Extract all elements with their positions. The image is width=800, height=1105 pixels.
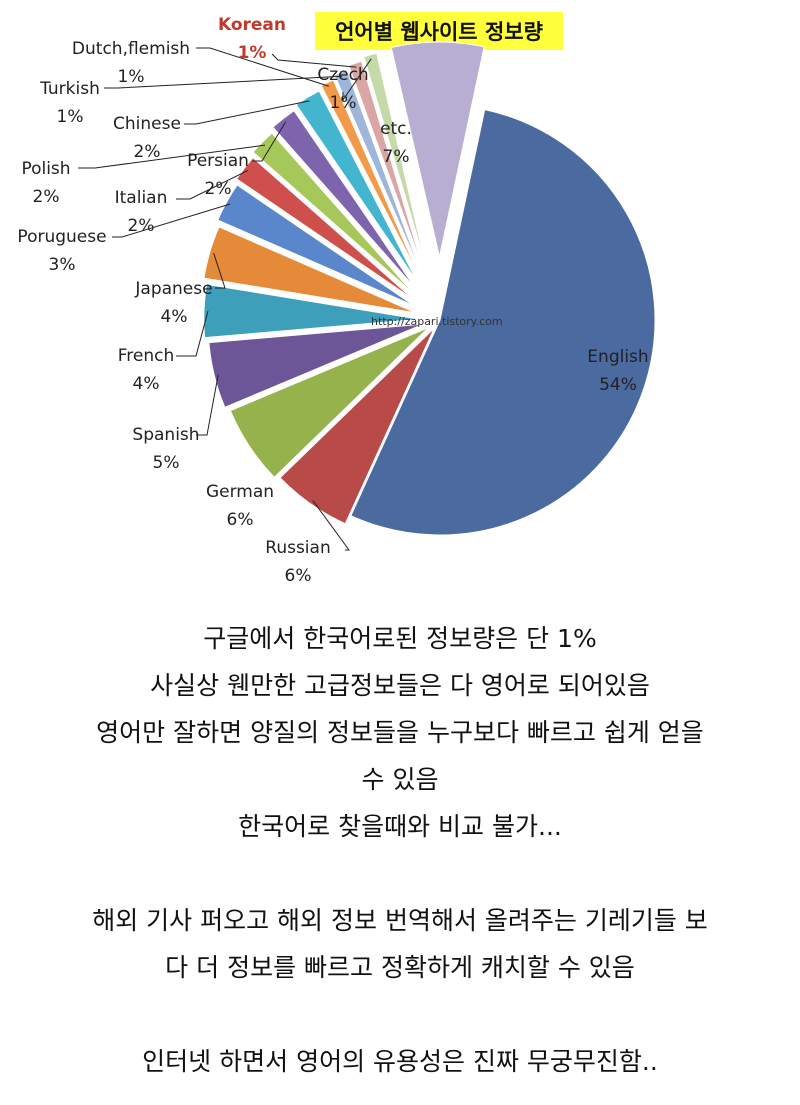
slice-label-poruguese: Poruguese	[17, 227, 106, 247]
slice-value-polish: 2%	[33, 187, 60, 207]
slice-value-etc: 7%	[383, 147, 410, 167]
leader-line-persian	[252, 121, 287, 162]
slice-label-chinese: Chinese	[113, 114, 181, 134]
caption-line: 다 더 정보를 빠르고 정확하게 캐치할 수 있음	[165, 953, 635, 982]
caption-line: 해외 기사 퍼오고 해외 정보 번역해서 올려주는 기레기들 보	[92, 906, 708, 935]
slice-label-russian: Russian	[265, 538, 330, 558]
slice-label-etc: etc.	[380, 119, 412, 139]
slice-label-italian: Italian	[115, 188, 168, 208]
slice-value-russian: 6%	[285, 566, 312, 586]
leader-line-chinese	[184, 100, 310, 125]
pie-slice-polish	[252, 132, 415, 295]
slice-value-japanese: 4%	[161, 307, 188, 327]
label-leader-lines	[78, 47, 372, 551]
leader-line-czech	[342, 58, 372, 102]
slice-label-spanish: Spanish	[132, 425, 199, 445]
slice-value-english: 54%	[599, 375, 637, 395]
slice-label-english: English	[587, 347, 648, 367]
pie-slice-dutch-flemish	[320, 79, 420, 278]
caption-line: 수 있음	[361, 765, 439, 794]
slice-value-german: 6%	[227, 510, 254, 530]
pie-chart: 언어별 웹사이트 정보량 English 54% Russian 6% German 6%…	[17, 12, 656, 586]
pie-slice-german	[229, 327, 430, 478]
slice-label-korean: Korean	[218, 15, 286, 35]
leader-line-korean	[271, 53, 357, 68]
pie-slice-english	[350, 109, 656, 536]
slice-label-czech: Czech	[317, 65, 368, 85]
pie-slice-korean	[348, 60, 424, 268]
caption-line: 영어만 잘하면 양질의 정보들을 누구보다 빠르고 쉽게 얻을	[96, 718, 704, 747]
pie-slices	[203, 41, 656, 536]
leader-line-turkish	[104, 75, 343, 89]
leader-line-japanese	[213, 252, 226, 289]
pie-slice-persian	[272, 110, 416, 289]
pie-slice-poruguese	[217, 184, 416, 307]
slice-value-turkish: 1%	[57, 107, 84, 127]
pie-slice-russian	[279, 327, 435, 525]
slice-value-dutch-flemish: 1%	[118, 67, 145, 87]
caption-line: 사실상 웬만한 고급정보들은 다 영어로 되어있음	[150, 671, 650, 700]
chart-title: 언어별 웹사이트 정보량	[335, 20, 543, 44]
caption-spacer	[0, 850, 800, 897]
pie-slice-japanese	[203, 226, 417, 314]
leader-line-spanish	[196, 374, 219, 436]
slice-value-poruguese: 3%	[49, 255, 76, 275]
caption-text: 구글에서 한국어로된 정보량은 단 1% 사실상 웬만한 고급정보들은 다 영어로…	[0, 615, 800, 1085]
watermark: http://zapari.tistory.com	[371, 315, 503, 328]
pie-slice-french	[203, 283, 419, 339]
pie-slice-czech	[363, 52, 426, 263]
slice-labels: English 54% Russian 6% German 6% Spanish 5% Fren…	[17, 15, 648, 586]
slice-value-spanish: 5%	[153, 453, 180, 473]
slice-label-dutch-flemish: Dutch,flemish	[72, 39, 190, 59]
caption-line: 인터넷 하면서 영어의 유용성은 진짜 무궁무진함..	[142, 1047, 658, 1076]
slice-label-persian: Persian	[187, 151, 249, 171]
caption-line: 한국어로 찾을때와 비교 불가...	[238, 812, 562, 841]
leader-line-dutch-flemish	[196, 47, 330, 87]
leader-line-french	[176, 310, 209, 357]
pie-slice-italian	[235, 157, 415, 301]
leader-line-poruguese	[112, 203, 231, 238]
slice-value-korean: 1%	[238, 43, 267, 63]
pie-slice-spanish	[208, 323, 424, 408]
leader-line-polish	[78, 144, 266, 169]
slice-value-italian: 2%	[128, 216, 155, 236]
slice-value-french: 4%	[133, 374, 160, 394]
slice-label-german: German	[206, 482, 274, 502]
pie-slice-turkish	[333, 69, 422, 273]
slice-label-polish: Polish	[21, 159, 70, 179]
slice-label-french: French	[118, 346, 175, 366]
pie-slice-chinese	[295, 90, 418, 283]
slice-value-persian: 2%	[205, 179, 232, 199]
leader-line-italian	[176, 170, 248, 200]
pie-chart-svg: 언어별 웹사이트 정보량 English 54% Russian 6% German 6%…	[17, 12, 656, 586]
pie-slice-etc	[390, 41, 485, 258]
slice-label-turkish: Turkish	[39, 79, 100, 99]
slice-label-japanese: Japanese	[134, 279, 212, 299]
slice-value-chinese: 2%	[134, 142, 161, 162]
slice-value-czech: 1%	[330, 93, 357, 113]
leader-line-russian	[312, 500, 350, 551]
caption-line: 구글에서 한국어로된 정보량은 단 1%	[203, 624, 597, 653]
caption-spacer	[0, 991, 800, 1038]
